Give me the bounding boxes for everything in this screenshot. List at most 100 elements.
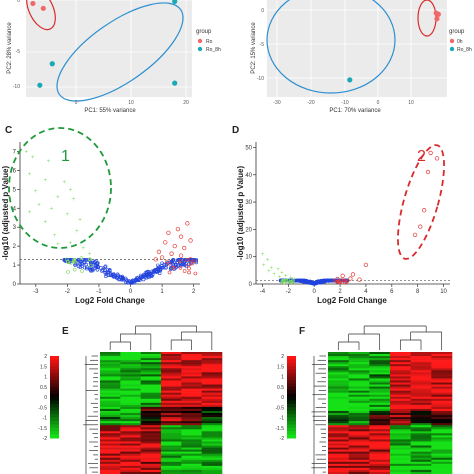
panel-e-cell: [161, 435, 182, 438]
panel-f-cell: [390, 419, 411, 422]
panel-c-up-point-12: [153, 257, 158, 262]
panel-e-cell: [120, 370, 141, 373]
panel-f-cell: [369, 457, 391, 461]
panel-e-cell: [140, 354, 162, 357]
panel-c-nonsig-point: [151, 269, 156, 274]
panel-e-cell: [161, 390, 182, 393]
panel-e-cell: [100, 445, 121, 448]
panel-c-edge-point: [165, 259, 169, 264]
panel-f-cell: [328, 360, 349, 363]
panel-d-ytick-4: 40: [245, 173, 252, 179]
panel-e-cell: [181, 404, 202, 408]
panel-f-cell: [410, 441, 432, 444]
panel-e-cell: [181, 435, 202, 438]
panel-e-cell: [201, 358, 223, 361]
panel-e-colorbar-step: [50, 386, 59, 391]
panel-f-cell: [328, 439, 349, 442]
panel-e-cell: [181, 384, 202, 387]
panel-e-colorbar-tick-8: -2: [43, 436, 48, 442]
panel-c-nonsig-point: [173, 260, 177, 265]
panel-f-cell: [328, 429, 349, 432]
panel-e-cell: [140, 374, 162, 377]
panel-c-down-point-4: +: [44, 178, 48, 184]
panel-e-cell: [120, 427, 141, 430]
panel-f-cell: [328, 370, 349, 373]
panel-f-cell: [431, 459, 453, 463]
panel-b-grid: [267, 0, 447, 97]
panel-f-cell: [390, 429, 411, 432]
panel-f-cell: [390, 406, 411, 410]
panel-e-cell: [201, 380, 223, 383]
panel-c-up-point-2: [166, 230, 171, 236]
panel-e-cell: [100, 427, 121, 430]
panel-e-cell: [161, 406, 182, 410]
panel-c-up-point-11: [159, 255, 165, 260]
panel-f-colorbar-tick-6: -1: [280, 416, 285, 422]
panel-e-cell: [140, 380, 162, 383]
panel-e-cell: [120, 352, 141, 355]
panel-f-cell: [410, 388, 432, 391]
panel-c-edge-point: [182, 269, 187, 273]
panel-e-cell: [161, 421, 182, 424]
panel-e-cell: [140, 382, 162, 385]
panel-e-cell: [161, 423, 182, 426]
panel-f-cell: [390, 469, 411, 473]
panel-e-cell: [120, 360, 141, 363]
panel-f-cell: [348, 370, 370, 373]
panel-e-cell: [161, 457, 182, 461]
panel-e-cell: [161, 433, 182, 436]
panel-a-point-1-3: [172, 80, 178, 86]
panel-e-cell: [140, 376, 162, 379]
panel-e-cell: [120, 362, 141, 365]
panel-f-cell: [348, 380, 370, 383]
panel-d-down-point-6: +: [280, 271, 284, 277]
panel-e-cell: [140, 372, 162, 375]
panel-d-xtick-2: 0: [313, 289, 317, 295]
panel-f-colorbar-step: [287, 369, 296, 374]
panel-e-colorbar-step: [50, 414, 59, 418]
panel-a-legend-key-ro: [197, 38, 203, 44]
panel-e-colorbar-tick-2: 1: [44, 375, 47, 381]
panel-c-nonsig-point: [157, 266, 161, 271]
panel-c-edge-point: [171, 266, 176, 270]
panel-f-cell: [328, 382, 349, 385]
panel-e-cell: [201, 390, 223, 393]
panel-e-cell: [161, 396, 182, 400]
panel-f-cell: [431, 354, 453, 357]
panel-e-cell: [181, 406, 202, 410]
panel-f-colorbar-step: [287, 434, 296, 439]
panel-e-colorbar-tick-4: 0: [44, 395, 47, 401]
panel-d-up-point-8: [340, 273, 345, 278]
panel-f-cell: [348, 390, 370, 393]
panel-f-cell: [390, 423, 411, 426]
panel-e-cell: [181, 467, 202, 471]
panel-e-cell: [140, 423, 162, 426]
panel-f-cell: [410, 374, 432, 377]
panel-f-cell: [431, 372, 453, 375]
panel-f-cell: [410, 358, 432, 361]
panel-e-cell: [100, 469, 121, 473]
panel-d-xtick-3: 2: [338, 289, 342, 295]
panel-e-cell: [201, 402, 223, 406]
panel-f-cell: [431, 352, 453, 355]
panel-c-nonsig-point: [188, 261, 193, 266]
panel-f-cell: [328, 443, 349, 446]
panel-e-cell: [201, 362, 223, 365]
panel-f-cell: [348, 360, 370, 363]
panel-f-cell: [369, 362, 391, 365]
panel-f-cell: [369, 429, 391, 432]
panel-d-xtick-0: -4: [260, 289, 266, 295]
panel-f-cell: [431, 386, 453, 389]
panel-e-cell: [161, 449, 182, 452]
panel-c-down-point-15: +: [78, 218, 82, 224]
panel-e-cell: [100, 421, 121, 424]
panel-e-cell: [100, 368, 121, 371]
panel-c-nonsig-point: [88, 265, 93, 270]
panel-e-cell: [181, 402, 202, 406]
panel-f-colorbar-tick-7: -1.5: [275, 426, 284, 432]
panel-e-cell: [181, 459, 202, 463]
panel-c-nonsig-point: [168, 267, 173, 272]
panel-e-colorbar-step: [50, 362, 59, 367]
panel-f-cell: [431, 413, 453, 416]
panel-e-cell: [201, 469, 223, 473]
